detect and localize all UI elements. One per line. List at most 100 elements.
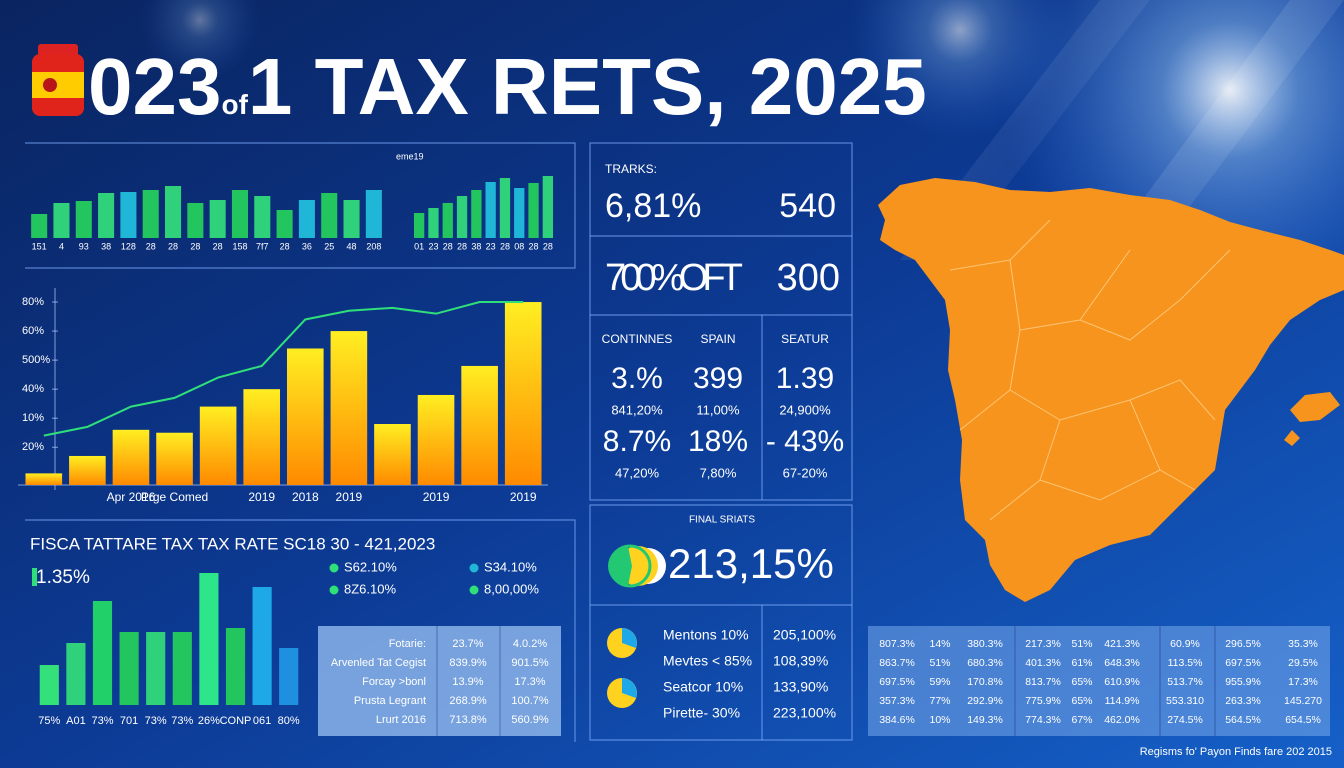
stat-value: 6,81% (605, 187, 701, 225)
bar (142, 190, 159, 238)
table-background (868, 626, 1330, 736)
bar (25, 473, 63, 485)
bar (252, 587, 272, 705)
table-cell: 292.9% (967, 695, 1003, 707)
x-tick-label: 28 (213, 241, 223, 251)
x-tick-label: 28 (457, 241, 467, 251)
x-tick-label: A01 (66, 715, 86, 727)
table-cell: 955.9% (1225, 676, 1261, 688)
x-tick-label: Prge Comed (141, 490, 208, 504)
table-cell: 60.9% (1170, 638, 1200, 650)
y-tick-label: 500% (22, 354, 50, 366)
legend-swatch (469, 563, 479, 573)
bar (374, 424, 411, 485)
page-title: 023of1 TAX RETS, 2025 (88, 42, 927, 131)
x-tick-label: 28 (168, 241, 178, 251)
table-cell: 67% (1071, 714, 1092, 726)
stat-detail: 11,00% (696, 402, 740, 417)
stat-detail: 7,80% (700, 465, 737, 480)
x-tick-label: 28 (443, 241, 453, 251)
x-tick-label: 28 (529, 241, 539, 251)
table-cell: 839.9% (449, 657, 487, 669)
panel-frame (25, 142, 576, 269)
title-part: of (221, 89, 248, 120)
table-cell: 113.5% (1168, 657, 1203, 669)
bar (92, 601, 113, 705)
stat-detail: 67-20% (783, 465, 828, 480)
bar (485, 182, 496, 238)
x-tick-label: 28 (500, 241, 510, 251)
table-cell: 4.0.2% (513, 638, 547, 650)
table-cell: 654.5% (1285, 714, 1321, 726)
table-cell: 29.5% (1288, 657, 1318, 669)
table-cell: 65% (1071, 695, 1092, 707)
table-cell: 560.9% (511, 714, 549, 726)
column-header: SEATUR (781, 332, 829, 346)
table-cell: 149.3% (967, 714, 1003, 726)
bar (209, 200, 226, 238)
table-cell: 61% (1071, 657, 1092, 669)
table-cell: 23.7% (452, 638, 483, 650)
y-tick-label: 20% (22, 441, 44, 453)
y-tick-label: 60% (22, 325, 44, 337)
bar (31, 214, 48, 238)
table-cell: 274.5% (1167, 714, 1203, 726)
y-tick-label: 10% (22, 412, 44, 424)
x-tick-label: 36 (302, 241, 312, 251)
legend-label: 8Z6.10% (344, 581, 396, 596)
bar (276, 210, 293, 238)
stat-detail: 47,20% (615, 465, 660, 480)
stat-value: 300 (777, 257, 840, 299)
table-cell: Lrurt 2016 (376, 714, 426, 726)
bar (156, 432, 193, 485)
x-tick-label: 73% (91, 715, 113, 727)
bar (120, 192, 137, 238)
table-cell: 51% (929, 657, 950, 669)
bar (321, 193, 338, 238)
row-label: Seatcor 10% (663, 679, 743, 695)
x-tick-label: 73% (171, 715, 193, 727)
table-cell: 863.7% (879, 657, 915, 669)
x-tick-label: 93 (79, 241, 89, 251)
donut-icon (608, 544, 666, 588)
table-cell: Arvenled Tat Cegist (331, 657, 426, 669)
column-header: CONTINNES (602, 332, 673, 346)
panel-frame (589, 504, 853, 741)
bar (542, 176, 553, 238)
bar (499, 178, 511, 238)
bar (298, 200, 315, 238)
bar (442, 203, 453, 238)
table-cell: 807.3% (879, 638, 915, 650)
table-cell: 35.3% (1288, 638, 1318, 650)
x-tick-label: 061 (253, 715, 271, 727)
spain-map (878, 178, 1344, 602)
x-tick-label: 158 (232, 241, 247, 251)
x-tick-label: 701 (120, 715, 138, 727)
table-cell: 680.3% (967, 657, 1003, 669)
glow (140, 0, 260, 80)
table-cell: 263.3% (1225, 695, 1261, 707)
x-tick-label: 2019 (423, 490, 450, 504)
table-cell: Fotarie: (389, 638, 426, 650)
legend-label: S34.10% (484, 559, 537, 574)
table-cell: Forcay >bonl (362, 676, 426, 688)
x-tick-label: 73% (145, 715, 167, 727)
table-cell: 401.3% (1025, 657, 1061, 669)
bar (231, 190, 249, 238)
headline: 213,15% (668, 540, 834, 587)
stat-value: 18% (688, 425, 748, 458)
bar (53, 203, 70, 238)
legend-swatch (469, 585, 479, 595)
bar (66, 643, 86, 705)
table-cell: 357.3% (879, 695, 915, 707)
headline-marker (32, 568, 37, 586)
bar (187, 203, 204, 238)
x-tick-label: 80% (278, 715, 300, 727)
column-header: SPAIN (700, 332, 735, 346)
legend-label: 8,00,00% (484, 581, 539, 596)
panel-label: FINAL SRIATS (689, 515, 755, 526)
table-cell: 553.310 (1166, 695, 1204, 707)
panel-frame (25, 519, 576, 742)
stat-detail: 24,900% (779, 402, 831, 417)
pie-icon (607, 628, 637, 708)
